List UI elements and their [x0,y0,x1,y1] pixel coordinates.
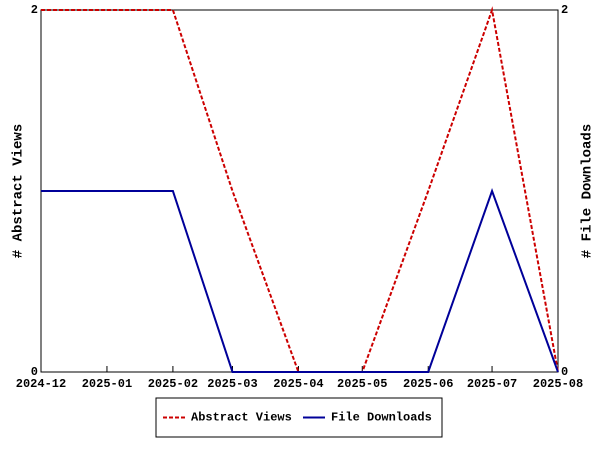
x-tick-label: 2025-01 [82,377,132,391]
x-tick-label: 2025-08 [533,377,583,391]
y2-tick-label: 2 [561,3,568,17]
x-tick-label: 2025-06 [403,377,453,391]
x-tick-label: 2025-02 [148,377,198,391]
x-tick-label: 2024-12 [16,377,66,391]
legend-label: Abstract Views [191,411,292,425]
y-tick-label: 2 [31,3,38,17]
x-tick-label: 2025-05 [337,377,387,391]
y-axis-title: # Abstract Views [11,124,27,258]
legend [155,397,443,438]
y2-tick-label: 0 [561,365,568,379]
series-line [41,188,559,373]
y-tick-label: 0 [31,365,38,379]
series-line [41,6,559,373]
legend-label: File Downloads [331,411,432,425]
y2-axis-title: # File Downloads [580,124,596,258]
x-tick-label: 2025-03 [207,377,257,391]
x-tick-label: 2025-04 [273,377,323,391]
x-tick-label: 2025-07 [467,377,517,391]
